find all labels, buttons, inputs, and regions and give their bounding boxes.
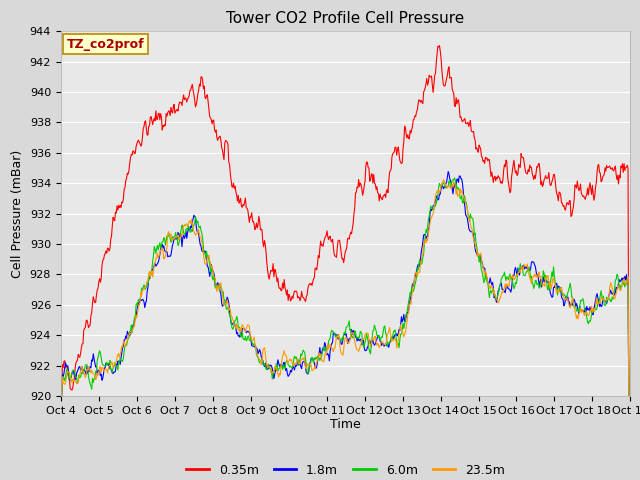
Legend: 0.35m, 1.8m, 6.0m, 23.5m: 0.35m, 1.8m, 6.0m, 23.5m [181, 459, 510, 480]
Title: Tower CO2 Profile Cell Pressure: Tower CO2 Profile Cell Pressure [227, 11, 465, 26]
X-axis label: Time: Time [330, 419, 361, 432]
Text: TZ_co2prof: TZ_co2prof [67, 37, 144, 50]
Y-axis label: Cell Pressure (mBar): Cell Pressure (mBar) [11, 149, 24, 278]
